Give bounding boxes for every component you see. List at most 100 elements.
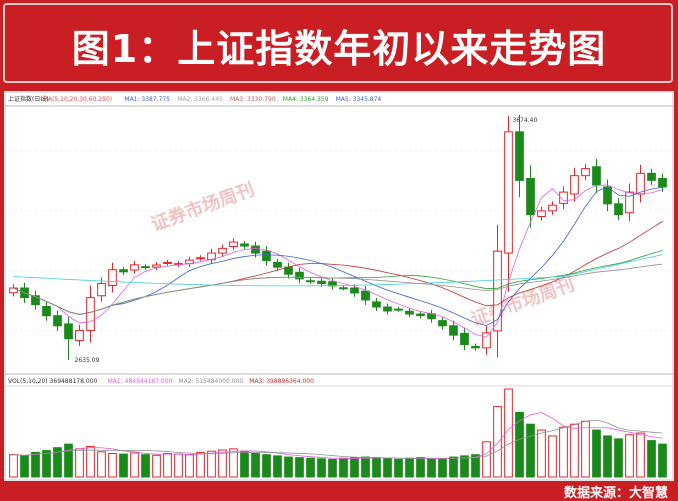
volume-bar bbox=[53, 447, 62, 478]
candle-body bbox=[438, 320, 447, 327]
price-legend-entry: 上证指数(日线) bbox=[8, 95, 49, 103]
header-frame bbox=[3, 3, 673, 83]
volume-bar bbox=[449, 456, 458, 478]
volume-bar bbox=[614, 438, 623, 478]
volume-bar bbox=[361, 456, 370, 478]
volume-bar bbox=[438, 458, 447, 478]
page-title: 图1：上证指数年初以来走势图 bbox=[71, 27, 607, 71]
candle-body bbox=[625, 191, 634, 214]
volume-bar bbox=[383, 458, 392, 478]
volume-bar bbox=[31, 451, 40, 478]
chart-frame bbox=[4, 91, 674, 481]
volume-bar bbox=[295, 457, 304, 478]
volume-bar bbox=[625, 434, 634, 478]
candle-body bbox=[273, 261, 282, 268]
candle-body bbox=[460, 332, 469, 346]
high-price-label: 3674.40 bbox=[513, 117, 538, 124]
candle-body bbox=[515, 131, 524, 181]
price-legend-entry: MA5: 3345.874 bbox=[336, 96, 382, 103]
volume-bar bbox=[592, 429, 601, 478]
volume-bar bbox=[284, 456, 293, 478]
volume-bar bbox=[339, 457, 348, 478]
volume-bar bbox=[163, 453, 172, 478]
moving-average-ma5 bbox=[13, 184, 663, 338]
candle-body bbox=[592, 166, 601, 186]
volume-bar bbox=[504, 388, 513, 478]
volume-bar bbox=[548, 435, 557, 478]
candle-body bbox=[350, 287, 359, 294]
candle-body bbox=[493, 250, 502, 332]
volume-bar bbox=[427, 458, 436, 478]
candle-body bbox=[42, 306, 51, 317]
candle-body bbox=[9, 287, 18, 294]
volume-bar bbox=[174, 453, 183, 478]
candle-body bbox=[251, 245, 260, 254]
volume-bar bbox=[515, 411, 524, 478]
volume-bar bbox=[108, 453, 117, 478]
volume-bar bbox=[185, 454, 194, 478]
volume-bar bbox=[372, 457, 381, 478]
volume-bar bbox=[9, 454, 18, 478]
candle-body bbox=[284, 266, 293, 275]
candle-body bbox=[152, 264, 161, 268]
volume-bar bbox=[493, 406, 502, 478]
price-legend-entry: MA2: 3366.445 bbox=[177, 96, 223, 103]
candle-body bbox=[504, 131, 513, 254]
volume-ma bbox=[13, 419, 663, 459]
price-legend-entry: MA1: 3387.775 bbox=[124, 96, 170, 103]
price-legend-entry: MA4: 3364.359 bbox=[283, 96, 329, 103]
candle-body bbox=[416, 313, 425, 317]
candle-body bbox=[603, 186, 612, 205]
candle-body bbox=[383, 306, 392, 312]
volume-bar bbox=[141, 454, 150, 478]
candle-body bbox=[64, 323, 73, 340]
candle-body bbox=[141, 266, 150, 269]
candle-body bbox=[449, 325, 458, 336]
moving-average-ma60 bbox=[13, 263, 663, 315]
volume-legend-entry: MA1: 484544187.000 bbox=[108, 378, 173, 385]
header-banner: 图1：上证指数年初以来走势图 bbox=[0, 0, 678, 88]
candle-body bbox=[295, 271, 304, 280]
volume-bar bbox=[328, 458, 337, 478]
volume-bar bbox=[152, 454, 161, 478]
candle-body bbox=[163, 261, 172, 264]
volume-bar bbox=[526, 423, 535, 478]
candle-body bbox=[196, 257, 205, 260]
volume-bar bbox=[570, 423, 579, 478]
volume-bar bbox=[317, 458, 326, 478]
volume-bar bbox=[262, 454, 271, 478]
data-source: 数据来源：大智慧 bbox=[563, 486, 668, 501]
volume-bar bbox=[416, 457, 425, 478]
moving-average-ma250 bbox=[13, 254, 663, 287]
candle-body bbox=[240, 243, 249, 247]
candle-body bbox=[53, 315, 62, 327]
candle-body bbox=[218, 247, 227, 254]
volume-bar bbox=[647, 440, 656, 478]
candle-body bbox=[97, 283, 106, 297]
volume-bar bbox=[581, 420, 590, 478]
volume-bar bbox=[658, 443, 667, 478]
moving-average-ma10 bbox=[13, 186, 663, 326]
volume-bar bbox=[229, 448, 238, 478]
candle-body bbox=[405, 310, 414, 315]
volume-bar bbox=[460, 455, 469, 478]
candle-body bbox=[482, 332, 491, 349]
candle-body bbox=[361, 290, 370, 301]
candle-body bbox=[372, 301, 381, 308]
moving-average-ma20 bbox=[13, 221, 663, 315]
volume-bar bbox=[97, 451, 106, 478]
candle-body bbox=[119, 269, 128, 273]
volume-bar bbox=[394, 458, 403, 478]
volume-bar bbox=[251, 453, 260, 478]
candle-body bbox=[130, 264, 139, 271]
low-price-label: 2635.09 bbox=[75, 357, 100, 364]
volume-bar bbox=[218, 449, 227, 478]
volume-bar bbox=[75, 448, 84, 478]
candlestick-chart: 上证指数(日线)MA(5,10,20,30,60,250) MA1: 3387.7… bbox=[4, 91, 674, 481]
volume-bar bbox=[559, 426, 568, 478]
price-legend-entry: MA3: 3330.790 bbox=[230, 96, 276, 103]
candle-body bbox=[262, 250, 271, 262]
candle-body bbox=[306, 280, 315, 283]
candle-body bbox=[31, 295, 40, 306]
volume-bar bbox=[20, 455, 29, 478]
